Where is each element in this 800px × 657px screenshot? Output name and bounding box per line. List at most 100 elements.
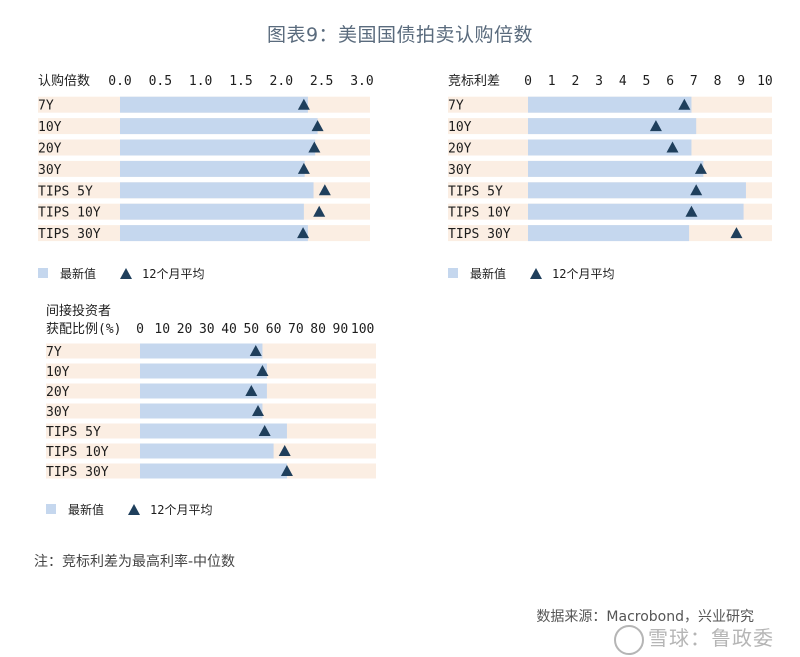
tick-label: 2.5 bbox=[310, 74, 333, 89]
tick-label: 40 bbox=[221, 322, 237, 337]
bar-latest bbox=[140, 463, 287, 479]
bar-latest bbox=[140, 403, 263, 419]
category-label: 7Y bbox=[46, 345, 62, 360]
category-label: 7Y bbox=[38, 99, 54, 114]
tick-label: 20 bbox=[177, 322, 193, 337]
legend-label-avg: 12个月平均 bbox=[552, 267, 614, 281]
marker-12m-avg bbox=[666, 141, 679, 153]
tick-label: 8 bbox=[714, 74, 722, 89]
category-label: 20Y bbox=[448, 142, 472, 157]
tick-label: 4 bbox=[619, 74, 627, 89]
legend-label-avg: 12个月平均 bbox=[150, 503, 212, 517]
marker-12m-avg bbox=[318, 184, 331, 196]
legend-bar-swatch bbox=[38, 268, 48, 278]
marker-12m-avg bbox=[297, 162, 310, 174]
legend-triangle-swatch bbox=[120, 268, 132, 279]
category-label: 20Y bbox=[46, 385, 70, 400]
watermark: 雪球：鲁政委 bbox=[614, 622, 774, 655]
marker-12m-avg bbox=[730, 227, 743, 239]
data-source: 数据来源：Macrobond，兴业研究 bbox=[536, 609, 754, 625]
bar-latest bbox=[140, 363, 267, 379]
category-label: TIPS 30Y bbox=[38, 227, 101, 242]
category-label: TIPS 5Y bbox=[448, 184, 503, 199]
category-label: 10Y bbox=[448, 120, 472, 135]
marker-12m-avg bbox=[256, 365, 269, 376]
legend-label-latest: 最新值 bbox=[60, 266, 96, 281]
legend-bar-swatch bbox=[46, 504, 56, 514]
category-label: 30Y bbox=[38, 163, 62, 178]
marker-12m-avg bbox=[278, 445, 291, 456]
bar-latest bbox=[528, 118, 697, 135]
tick-label: 7 bbox=[690, 74, 698, 89]
marker-12m-avg bbox=[311, 120, 324, 132]
tick-label: 0 bbox=[524, 74, 532, 89]
bar-latest bbox=[120, 182, 314, 199]
category-label: 10Y bbox=[46, 365, 70, 380]
marker-12m-avg bbox=[308, 141, 321, 153]
category-label: 10Y bbox=[38, 120, 62, 135]
category-label: TIPS 30Y bbox=[448, 227, 511, 242]
category-label: TIPS 5Y bbox=[38, 184, 93, 199]
bar-latest bbox=[120, 139, 316, 156]
bar-latest bbox=[528, 139, 692, 156]
legend-label-avg: 12个月平均 bbox=[142, 267, 204, 281]
marker-12m-avg bbox=[245, 385, 258, 396]
tick-label: 5 bbox=[643, 74, 651, 89]
tick-label: 1.5 bbox=[229, 74, 252, 89]
marker-12m-avg bbox=[685, 205, 698, 217]
category-label: TIPS 10Y bbox=[46, 445, 109, 460]
marker-12m-avg bbox=[649, 120, 662, 132]
bar-latest bbox=[120, 203, 304, 220]
axis-title: 竞标利差 bbox=[448, 73, 500, 89]
marker-12m-avg bbox=[252, 405, 264, 416]
marker-12m-avg bbox=[678, 98, 691, 110]
marker-12m-avg bbox=[694, 162, 707, 174]
bar-latest bbox=[528, 160, 704, 177]
axis-title: 获配比例(%) bbox=[46, 322, 121, 337]
tick-label: 0.0 bbox=[108, 74, 131, 89]
axis-title: 认购倍数 bbox=[38, 73, 90, 89]
bar-latest bbox=[140, 443, 274, 459]
tick-label: 2 bbox=[571, 74, 579, 89]
bar-latest bbox=[120, 160, 305, 177]
bar-latest bbox=[140, 383, 267, 399]
marker-12m-avg bbox=[690, 184, 703, 196]
marker-12m-avg bbox=[258, 425, 271, 436]
tick-label: 10 bbox=[757, 74, 773, 89]
category-label: TIPS 10Y bbox=[448, 206, 511, 221]
marker-12m-avg bbox=[297, 227, 310, 239]
tick-label: 6 bbox=[666, 74, 674, 89]
tick-label: 1 bbox=[548, 74, 556, 89]
tick-label: 60 bbox=[266, 322, 282, 337]
legend-triangle-swatch bbox=[530, 268, 542, 279]
category-label: TIPS 5Y bbox=[46, 425, 101, 440]
bar-latest bbox=[528, 182, 746, 199]
tick-label: 50 bbox=[243, 322, 259, 337]
bar-latest bbox=[140, 423, 287, 439]
category-label: 7Y bbox=[448, 99, 464, 114]
category-label: 20Y bbox=[38, 142, 62, 157]
bar-latest bbox=[528, 96, 692, 113]
marker-12m-avg bbox=[297, 98, 310, 110]
tick-label: 80 bbox=[310, 322, 326, 337]
axis-title: 间接投资者 bbox=[46, 303, 111, 319]
chart-title: 图表9：美国国债拍卖认购倍数 bbox=[266, 24, 534, 46]
tick-label: 3.0 bbox=[350, 74, 373, 89]
marker-12m-avg bbox=[280, 465, 293, 476]
bar-latest bbox=[140, 343, 263, 359]
tick-label: 90 bbox=[333, 322, 349, 337]
legend-bar-swatch bbox=[448, 268, 458, 278]
bar-latest bbox=[120, 118, 318, 135]
category-label: TIPS 10Y bbox=[38, 206, 101, 221]
category-label: TIPS 30Y bbox=[46, 465, 109, 480]
snowball-logo-icon bbox=[614, 624, 644, 655]
marker-12m-avg bbox=[313, 205, 326, 217]
bar-latest bbox=[120, 225, 308, 242]
tick-label: 2.0 bbox=[270, 74, 293, 89]
marker-12m-avg bbox=[249, 345, 262, 356]
tick-label: 0 bbox=[136, 322, 144, 337]
tick-label: 30 bbox=[199, 322, 215, 337]
category-label: 30Y bbox=[448, 163, 472, 178]
legend-label-latest: 最新值 bbox=[470, 266, 506, 281]
